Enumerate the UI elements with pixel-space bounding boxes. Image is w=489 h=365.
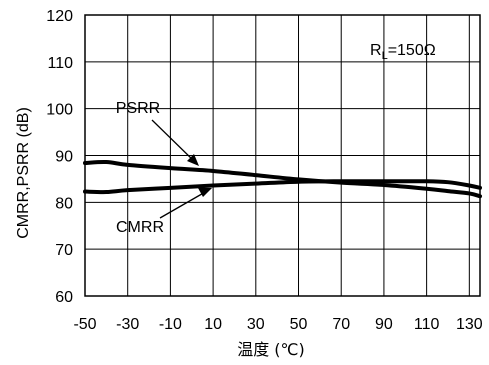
psrr-line <box>83 160 482 199</box>
x-tick-label: -50 <box>73 316 96 333</box>
plot-frame <box>84 14 481 297</box>
y-tick-label: 60 <box>55 289 73 306</box>
y-tick-label: 90 <box>55 149 73 166</box>
annotation-prefix: R <box>370 42 382 59</box>
x-tick-label: 10 <box>204 316 222 333</box>
x-tick-label: 30 <box>247 316 265 333</box>
y-tick-label: 100 <box>46 102 73 119</box>
x-tick-label: -30 <box>116 316 139 333</box>
y-tick-labels: 60 70 80 90 100 110 120 <box>46 8 73 306</box>
y-tick-label: 120 <box>46 8 73 25</box>
x-tick-label: 130 <box>456 316 483 333</box>
x-tick-label: 90 <box>375 316 393 333</box>
series-lines <box>83 160 482 199</box>
cmrr-pointer-arrow <box>159 190 208 219</box>
y-tick-label: 80 <box>55 195 73 212</box>
psrr-series-label: PSRR <box>116 100 160 117</box>
x-tick-labels: -50 -30 -10 10 30 50 70 90 110 130 <box>73 316 482 333</box>
x-axis-title: 温度 (℃) <box>237 340 305 359</box>
x-tick-label: 70 <box>332 316 350 333</box>
y-tick-label: 70 <box>55 242 73 259</box>
cmrr-series-label: CMRR <box>116 219 164 236</box>
annotation-suffix: =150Ω <box>388 42 436 59</box>
x-tick-label: -10 <box>159 316 182 333</box>
annotation-subscript: L <box>382 50 388 62</box>
psrr-pointer-arrow <box>151 119 196 163</box>
x-tick-label: 50 <box>290 316 308 333</box>
y-axis-title: CMRR,PSRR (dB) <box>15 107 32 239</box>
cmrr-arrowhead <box>198 188 212 197</box>
y-tick-label: 110 <box>47 55 73 72</box>
cmrr-line <box>83 179 482 195</box>
psrr-arrowhead <box>187 154 199 166</box>
x-tick-label: 110 <box>414 316 440 333</box>
load-resistance-annotation: RL=150Ω <box>370 42 436 62</box>
